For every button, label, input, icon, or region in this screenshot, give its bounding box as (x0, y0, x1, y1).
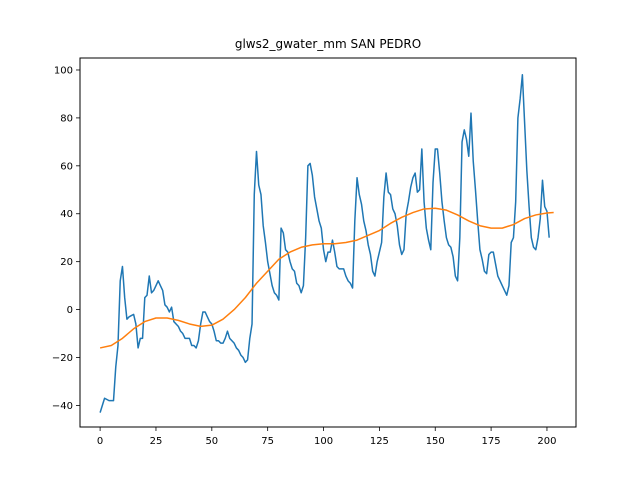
y-tick-label: 40 (60, 209, 73, 220)
x-tick-label: 75 (261, 436, 274, 447)
plot-frame (79, 57, 577, 428)
x-axis: 0 25 50 75 100 125 150 175 200 (97, 427, 557, 447)
y-tick-label: 0 (67, 305, 73, 316)
x-tick-label: 150 (426, 436, 445, 447)
x-tick-label: 175 (482, 436, 501, 447)
series-line-2 (99, 207, 554, 349)
y-tick-label: 60 (60, 161, 73, 172)
x-tick-label: 100 (314, 436, 333, 447)
y-axis: −40 −20 0 20 40 60 80 100 (52, 65, 80, 412)
chart-title: glws2_gwater_mm SAN PEDRO (235, 37, 421, 51)
x-tick-label: 25 (150, 436, 163, 447)
series-layer (99, 74, 554, 413)
y-tick-label: 20 (60, 257, 73, 268)
y-tick-label: −20 (52, 353, 73, 364)
x-tick-label: 0 (97, 436, 103, 447)
y-tick-label: −40 (52, 401, 73, 412)
y-tick-label: 80 (60, 113, 73, 124)
x-tick-label: 50 (205, 436, 218, 447)
x-tick-label: 200 (537, 436, 556, 447)
y-tick-label: 100 (54, 65, 73, 76)
series-line-1 (99, 74, 550, 413)
x-tick-label: 125 (370, 436, 389, 447)
